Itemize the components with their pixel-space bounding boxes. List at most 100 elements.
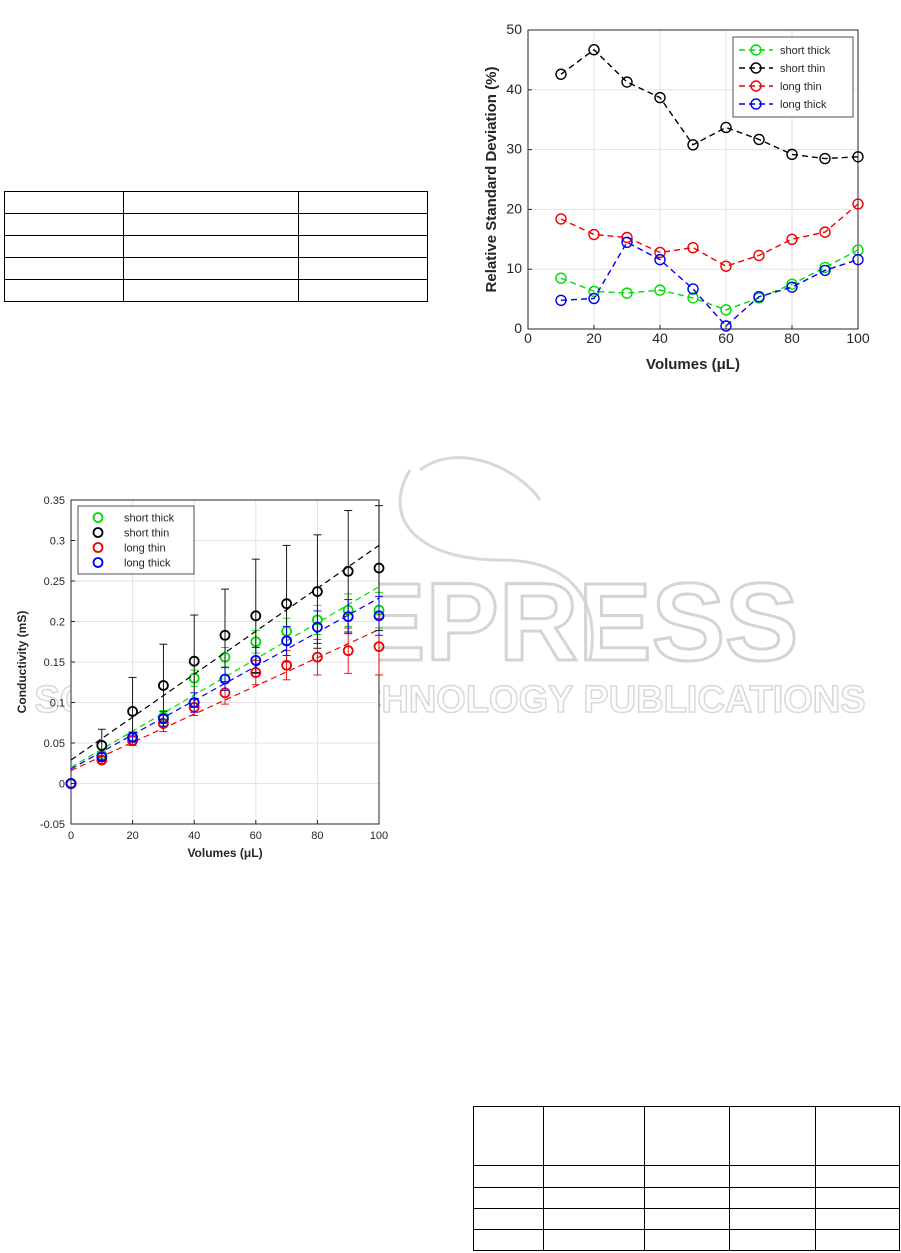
data-point: [373, 562, 385, 574]
y-tick-label: 0.35: [44, 495, 65, 507]
y-tick-label: -0.05: [40, 819, 65, 831]
x-tick-label: 100: [846, 330, 870, 346]
data-point: [555, 213, 567, 225]
x-tick-label: 0: [524, 330, 532, 346]
data-point: [588, 44, 600, 56]
data-point: [819, 226, 831, 238]
fit-line: [70, 597, 380, 770]
series-line: [560, 48, 859, 160]
data-point: [852, 253, 864, 266]
data-point: [720, 121, 732, 134]
legend-item: long thin: [92, 542, 166, 555]
data-point: [753, 291, 765, 303]
data-point: [219, 629, 231, 641]
data-point: [157, 713, 169, 725]
series-long-thin: [555, 198, 864, 272]
data-point: [654, 246, 666, 259]
data-point: [588, 228, 600, 241]
data-point: [852, 151, 864, 163]
data-point: [555, 294, 567, 306]
data-point: [342, 611, 354, 623]
data-point: [720, 260, 732, 272]
data-point: [786, 148, 798, 161]
y-tick-label: 0.25: [44, 576, 65, 588]
legend-item: short thick: [739, 44, 831, 57]
data-point: [819, 264, 831, 277]
data-point: [250, 610, 262, 622]
legend: short thick short thin long thin long thick: [77, 505, 195, 575]
y-axis-label: Relative Standard Deviation (%): [483, 67, 500, 293]
data-point: [654, 284, 666, 296]
y-tick-label: 30: [506, 141, 522, 157]
series-short-thick: [555, 244, 864, 316]
fit-line: [70, 629, 380, 772]
data-point: [852, 198, 864, 210]
data-point: [654, 253, 666, 266]
data-point: [687, 292, 699, 304]
y-tick-label: 50: [506, 21, 522, 37]
y-axis-label: Conductivity (mS): [15, 611, 29, 714]
legend-marker: [750, 80, 762, 92]
legend-label: long thick: [780, 99, 827, 111]
y-tick-label: 0.3: [50, 536, 65, 548]
y-tick-label: 40: [506, 81, 522, 97]
data-point: [687, 241, 699, 254]
data-point: [819, 152, 831, 165]
conductivity-scatter-chart: 0 20 40 60 80 100-0.0500.050.10.150.20.250.30…: [15, 495, 388, 860]
data-point: [621, 287, 633, 299]
y-tick-label: 0: [514, 320, 522, 336]
y-tick-label: 20: [506, 200, 522, 216]
data-point: [373, 641, 385, 653]
y-tick-label: 0.05: [44, 738, 65, 750]
x-tick-label: 40: [188, 830, 200, 842]
x-tick-label: 80: [784, 330, 800, 346]
legend-label: long thick: [124, 558, 171, 570]
data-point: [219, 673, 231, 685]
data-point: [621, 236, 633, 248]
x-tick-label: 20: [586, 330, 602, 346]
y-tick-label: 0.2: [50, 617, 65, 629]
table-top-left: [4, 191, 428, 302]
legend-marker: [92, 557, 104, 568]
x-tick-label: 20: [126, 830, 138, 842]
data-point: [188, 697, 200, 708]
legend-label: short thick: [124, 513, 175, 525]
legend-item: long thick: [739, 98, 827, 111]
data-point: [96, 740, 108, 751]
legend-item: long thin: [739, 80, 822, 93]
x-axis-label: Volumes (μL): [646, 356, 740, 373]
series-line: [560, 241, 859, 327]
legend-item: short thin: [739, 62, 825, 75]
data-point: [342, 645, 354, 657]
legend-box: [77, 505, 195, 575]
watermark-logo: [398, 456, 594, 661]
data-point: [654, 91, 666, 104]
legend-marker: [92, 512, 104, 523]
data-point: [720, 304, 732, 316]
x-tick-label: 80: [311, 830, 323, 842]
x-axis-label: Volumes (μL): [187, 846, 262, 860]
data-point: [281, 659, 293, 671]
data-point: [373, 610, 385, 622]
data-point: [753, 133, 765, 146]
x-tick-label: 60: [718, 330, 734, 346]
legend-marker: [92, 527, 104, 538]
series-long-thick: [555, 236, 864, 332]
data-point: [342, 565, 354, 577]
data-point: [311, 651, 323, 663]
data-point: [819, 261, 831, 274]
data-point: [753, 249, 765, 262]
legend-marker: [750, 44, 762, 56]
data-point: [687, 283, 699, 295]
data-point: [311, 586, 323, 597]
data-point: [621, 231, 633, 244]
legend-marker: [92, 542, 104, 553]
legend-label: long thin: [124, 543, 166, 555]
data-point: [281, 598, 293, 610]
x-tick-label: 100: [370, 830, 388, 842]
y-tick-label: 0.1: [50, 698, 65, 710]
legend-item: short thin: [92, 527, 169, 540]
x-tick-label: 60: [250, 830, 262, 842]
legend-item: long thick: [92, 557, 171, 570]
